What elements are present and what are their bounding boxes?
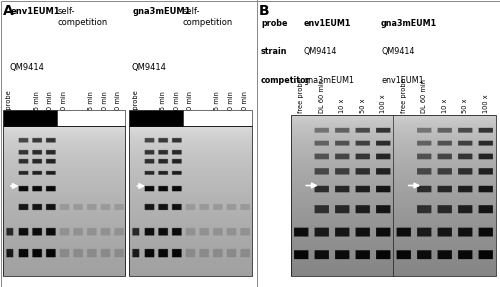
Text: env1EUM1: env1EUM1 — [11, 7, 60, 16]
Text: gna3mEUM1: gna3mEUM1 — [132, 7, 191, 16]
Text: DL 15 min: DL 15 min — [214, 91, 220, 125]
Text: DL 30 min: DL 30 min — [102, 91, 107, 125]
Text: DL 15 min: DL 15 min — [88, 91, 94, 125]
Text: strain: strain — [261, 47, 287, 56]
Text: DL 60 min: DL 60 min — [242, 91, 248, 125]
Text: DL 60 min: DL 60 min — [187, 91, 193, 125]
Text: 10 x: 10 x — [339, 99, 345, 113]
Text: self-
competition: self- competition — [58, 7, 108, 27]
Text: 100 x: 100 x — [380, 95, 386, 113]
Text: DL 30 min: DL 30 min — [228, 91, 234, 125]
Text: DL 30 min: DL 30 min — [47, 91, 53, 125]
Bar — [291, 115, 496, 276]
Text: DL 60 min: DL 60 min — [421, 79, 427, 113]
Text: free probe: free probe — [298, 79, 304, 113]
Text: 50 x: 50 x — [360, 99, 366, 113]
Text: DL 60 min: DL 60 min — [115, 91, 121, 125]
Text: env1EUM1: env1EUM1 — [304, 19, 352, 28]
Text: A: A — [2, 4, 13, 18]
Text: DL 15 min: DL 15 min — [34, 91, 40, 125]
Text: QM9414: QM9414 — [9, 63, 44, 72]
Bar — [57, 110, 125, 126]
Text: env1EUM1: env1EUM1 — [381, 76, 424, 85]
Text: QM9414: QM9414 — [304, 47, 338, 56]
Text: 10 x: 10 x — [442, 99, 448, 113]
Text: QM9414: QM9414 — [381, 47, 414, 56]
Text: free probe: free probe — [6, 90, 12, 125]
Bar — [129, 110, 184, 126]
Text: DL 15 min: DL 15 min — [160, 91, 166, 125]
Text: DD: DD — [146, 115, 152, 125]
Text: DL 60 min: DL 60 min — [319, 79, 325, 113]
Text: gna3mEUM1: gna3mEUM1 — [381, 19, 437, 28]
Bar — [2, 110, 57, 126]
Text: self-
competition: self- competition — [182, 7, 233, 27]
Text: probe: probe — [261, 19, 287, 28]
Text: DD: DD — [20, 115, 26, 125]
Text: free probe: free probe — [133, 90, 139, 125]
Text: DL 60 min: DL 60 min — [61, 91, 67, 125]
Text: DD: DD — [74, 115, 80, 125]
Bar — [129, 126, 252, 276]
Text: 50 x: 50 x — [462, 99, 468, 113]
Text: B: B — [259, 4, 270, 18]
Text: DL 30 min: DL 30 min — [174, 91, 180, 125]
Text: 100 x: 100 x — [482, 95, 488, 113]
Text: free probe: free probe — [400, 79, 406, 113]
Bar — [184, 110, 252, 126]
Bar — [2, 126, 125, 276]
Text: DD: DD — [201, 115, 207, 125]
Text: QM9414: QM9414 — [131, 63, 166, 72]
Text: gna3mEUM1: gna3mEUM1 — [304, 76, 355, 85]
Text: competitor: competitor — [261, 76, 310, 85]
